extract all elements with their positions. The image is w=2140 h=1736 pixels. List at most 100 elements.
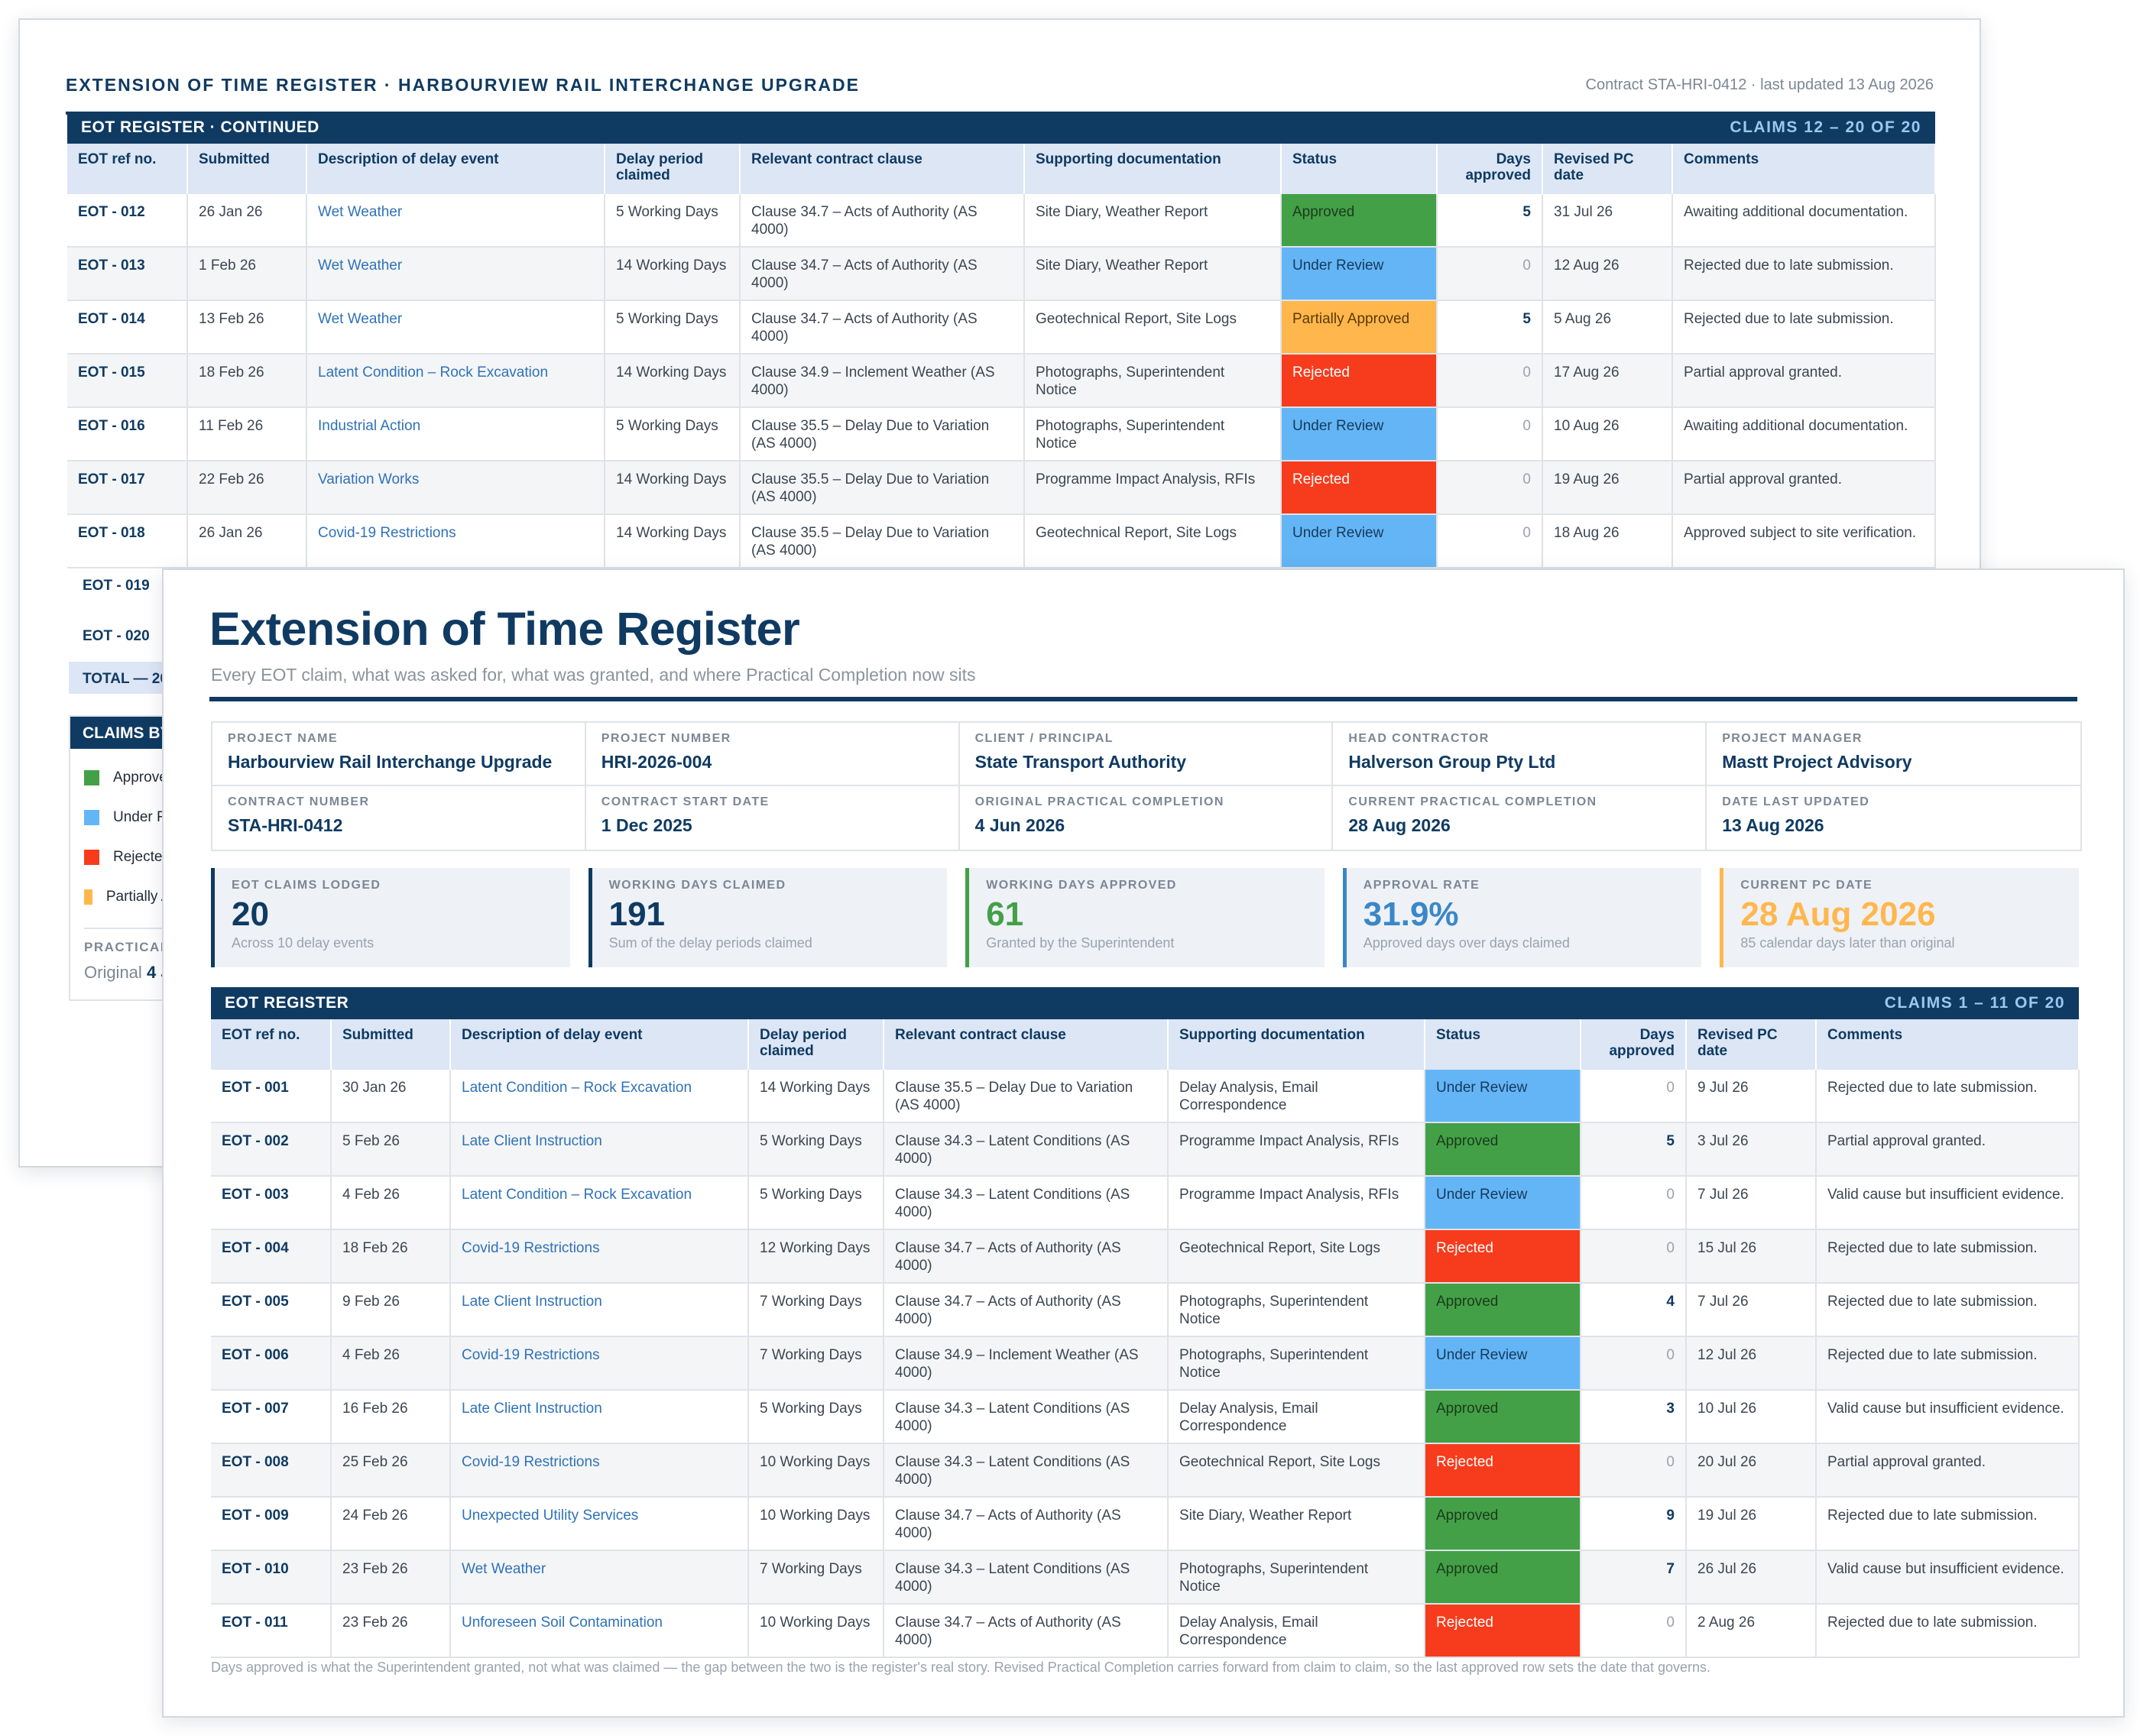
kpi-card: EOT CLAIMS LODGED 20 Across 10 delay event… xyxy=(211,868,570,967)
table-row[interactable]: EOT - 005 9 Feb 26 Late Client Instruction… xyxy=(211,1283,2080,1337)
delay-event-link[interactable]: Covid-19 Restrictions xyxy=(450,1229,749,1284)
delay-period: 12 Working Days xyxy=(748,1229,884,1284)
table-row[interactable]: EOT - 013 1 Feb 26 Wet Weather 14 Working D… xyxy=(67,247,1936,301)
table-row[interactable]: EOT - 010 23 Feb 26 Wet Weather 7 Working D… xyxy=(211,1550,2080,1605)
status-badge: Approved xyxy=(1425,1390,1581,1444)
delay-event-link[interactable]: Wet Weather xyxy=(306,247,605,301)
table-row[interactable]: EOT - 007 16 Feb 26 Late Client Instructio… xyxy=(211,1390,2080,1444)
col-header[interactable]: Relevant contract clause xyxy=(740,144,1025,194)
delay-event-link[interactable]: Wet Weather xyxy=(306,300,605,355)
table-row[interactable]: EOT - 015 18 Feb 26 Latent Condition – Roc… xyxy=(67,354,1936,408)
kpi-note: Granted by the Superintendent xyxy=(986,935,1175,951)
table-row[interactable]: EOT - 011 23 Feb 26 Unforeseen Soil Contam… xyxy=(211,1604,2080,1658)
table-row[interactable]: EOT - 008 25 Feb 26 Covid-19 Restrictions 1… xyxy=(211,1443,2080,1498)
eot-ref: EOT - 010 xyxy=(211,1550,332,1605)
col-header[interactable]: Submitted xyxy=(187,144,307,194)
delay-event-link[interactable]: Late Client Instruction xyxy=(450,1390,749,1444)
col-header[interactable]: Days approved xyxy=(1437,144,1543,194)
days-approved: 0 xyxy=(1437,407,1543,462)
col-header[interactable]: Status xyxy=(1281,144,1438,194)
table-row[interactable]: EOT - 012 26 Jan 26 Wet Weather 5 Working D… xyxy=(67,194,1936,248)
revised-pc-date: 31 Jul 26 xyxy=(1542,194,1673,248)
delay-event-link[interactable]: Latent Condition – Rock Excavation xyxy=(306,354,605,408)
eot-ref: EOT - 012 xyxy=(67,194,188,248)
col-header[interactable]: Days approved xyxy=(1581,1019,1687,1070)
days-approved: 0 xyxy=(1437,461,1543,515)
status-badge: Approved xyxy=(1425,1283,1581,1337)
supporting-docs: Delay Analysis, Email Correspondence xyxy=(1168,1390,1425,1444)
col-header[interactable]: Delay period claimed xyxy=(605,144,741,194)
col-header[interactable]: Status xyxy=(1425,1019,1581,1070)
kpi-value: 61 xyxy=(986,896,1024,933)
revised-pc-date: 2 Aug 26 xyxy=(1686,1604,1817,1658)
status-badge: Approved xyxy=(1425,1122,1581,1177)
col-header[interactable]: Comments xyxy=(1672,144,1936,194)
status-badge: Rejected xyxy=(1425,1229,1581,1284)
col-header[interactable]: Supporting documentation xyxy=(1168,1019,1425,1070)
table-row[interactable]: EOT - 001 30 Jan 26 Latent Condition – Roc… xyxy=(211,1070,2080,1123)
comment: Approved subject to site verification. xyxy=(1672,514,1936,568)
submitted-date: 26 Jan 26 xyxy=(187,194,307,248)
table-row[interactable]: EOT - 014 13 Feb 26 Wet Weather 5 Working D… xyxy=(67,300,1936,355)
delay-event-link[interactable]: Wet Weather xyxy=(450,1550,749,1605)
info-value: STA-HRI-0412 xyxy=(228,815,343,835)
submitted-date: 13 Feb 26 xyxy=(187,300,307,355)
revised-pc-date: 15 Jul 26 xyxy=(1686,1229,1817,1284)
info-cell: CONTRACT NUMBER STA-HRI-0412 xyxy=(212,786,586,850)
info-value: 1 Dec 2025 xyxy=(601,815,692,835)
table-row[interactable]: EOT - 004 18 Feb 26 Covid-19 Restrictions 1… xyxy=(211,1229,2080,1284)
eot-ref: EOT - 017 xyxy=(67,461,188,515)
delay-event-link[interactable]: Covid-19 Restrictions xyxy=(450,1336,749,1391)
table-row[interactable]: EOT - 017 22 Feb 26 Variation Works 14 Work… xyxy=(67,461,1936,515)
delay-event-link[interactable]: Wet Weather xyxy=(306,194,605,248)
delay-event-link[interactable]: Unforeseen Soil Contamination xyxy=(450,1604,749,1658)
days-approved: 5 xyxy=(1581,1122,1687,1177)
status-badge: Under Review xyxy=(1425,1176,1581,1230)
comment: Valid cause but insufficient evidence. xyxy=(1816,1176,2080,1230)
col-header[interactable]: Comments xyxy=(1816,1019,2080,1070)
info-value: State Transport Authority xyxy=(974,752,1187,772)
delay-event-link[interactable]: Late Client Instruction xyxy=(450,1122,749,1177)
col-header[interactable]: Revised PC date xyxy=(1686,1019,1817,1070)
col-header[interactable]: Description of delay event xyxy=(450,1019,749,1070)
contract-clause: Clause 34.3 – Latent Conditions (AS 4000… xyxy=(884,1443,1169,1498)
table-row[interactable]: EOT - 003 4 Feb 26 Latent Condition – Rock… xyxy=(211,1176,2080,1230)
submitted-date: 1 Feb 26 xyxy=(187,247,307,301)
col-header[interactable]: EOT ref no. xyxy=(211,1019,332,1070)
delay-period: 7 Working Days xyxy=(748,1336,884,1391)
col-header[interactable]: Delay period claimed xyxy=(748,1019,884,1070)
revised-pc-date: 7 Jul 26 xyxy=(1686,1283,1817,1337)
comment: Partial approval granted. xyxy=(1672,461,1936,515)
delay-event-link[interactable]: Late Client Instruction xyxy=(450,1283,749,1337)
revised-pc-date: 7 Jul 26 xyxy=(1686,1176,1817,1230)
eot-ref: EOT - 004 xyxy=(211,1229,332,1284)
supporting-docs: Delay Analysis, Email Correspondence xyxy=(1168,1604,1425,1658)
days-approved: 0 xyxy=(1437,514,1543,568)
legend-swatch xyxy=(84,850,99,865)
legend-item: Approved xyxy=(70,758,223,798)
table-row[interactable]: EOT - 009 24 Feb 26 Unexpected Utility Ser… xyxy=(211,1497,2080,1551)
delay-event-link[interactable]: Covid-19 Restrictions xyxy=(306,514,605,568)
col-header[interactable]: Submitted xyxy=(331,1019,451,1070)
table-row[interactable]: EOT - 018 26 Jan 26 Covid-19 Restrictions 1… xyxy=(67,514,1936,568)
delay-event-link[interactable]: Unexpected Utility Services xyxy=(450,1497,749,1551)
delay-event-link[interactable]: Industrial Action xyxy=(306,407,605,462)
supporting-docs: Photographs, Superintendent Notice xyxy=(1168,1550,1425,1605)
col-header[interactable]: Description of delay event xyxy=(306,144,605,194)
delay-event-link[interactable]: Covid-19 Restrictions xyxy=(450,1443,749,1498)
col-header[interactable]: Relevant contract clause xyxy=(884,1019,1169,1070)
table-row[interactable]: EOT - 006 4 Feb 26 Covid-19 Restrictions 7 … xyxy=(211,1336,2080,1391)
col-header[interactable]: EOT ref no. xyxy=(67,144,188,194)
delay-event-link[interactable]: Variation Works xyxy=(306,461,605,515)
supporting-docs: Site Diary, Weather Report xyxy=(1168,1497,1425,1551)
delay-event-link[interactable]: Latent Condition – Rock Excavation xyxy=(450,1070,749,1123)
col-header[interactable]: Revised PC date xyxy=(1542,144,1673,194)
sheet-header: EXTENSION OF TIME REGISTER · HARBOURVIEW… xyxy=(66,55,1934,115)
info-cell: ORIGINAL PRACTICAL COMPLETION 4 Jun 2026 xyxy=(960,786,1334,850)
delay-event-link[interactable]: Latent Condition – Rock Excavation xyxy=(450,1176,749,1230)
table-row[interactable]: EOT - 016 11 Feb 26 Industrial Action 5 Wor… xyxy=(67,407,1936,462)
col-header[interactable]: Supporting documentation xyxy=(1024,144,1282,194)
contract-clause: Clause 34.7 – Acts of Authority (AS 4000… xyxy=(884,1497,1169,1551)
table-row[interactable]: EOT - 002 5 Feb 26 Late Client Instruction… xyxy=(211,1122,2080,1177)
revised-pc-date: 9 Jul 26 xyxy=(1686,1070,1817,1123)
